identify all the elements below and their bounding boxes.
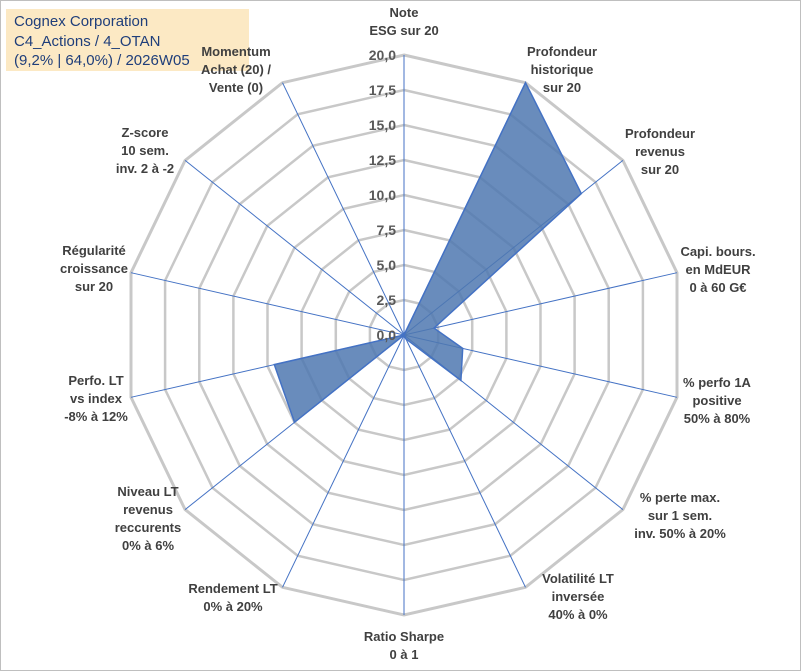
axis-label-1: Profondeur historique sur 20 xyxy=(527,44,597,95)
tick-label-6: 15,0 xyxy=(369,117,396,133)
axis-label-13: Momentum Achat (20) / Vente (0) xyxy=(201,44,271,95)
axis-label-2: Profondeur revenus sur 20 xyxy=(625,126,695,177)
series-layer xyxy=(273,81,583,424)
tick-label-0: 0,0 xyxy=(377,327,397,343)
tick-label-1: 2,5 xyxy=(377,292,397,308)
tick-label-8: 20,0 xyxy=(369,47,396,63)
spoke-11 xyxy=(130,272,405,336)
axis-labels: Note ESG sur 20 Profondeur historique sur 20… xyxy=(60,5,756,662)
axis-label-5: % perte max. sur 1 sem. inv. 50% à 20% xyxy=(634,490,726,541)
spoke-3 xyxy=(403,272,678,336)
axis-label-10: Perfo. LT vs index -8% à 12% xyxy=(64,373,128,424)
title-company: Cognex Corporation xyxy=(14,13,149,30)
chart-title-box: Cognex Corporation C4_Actions / 4_OTAN (… xyxy=(6,9,249,71)
axis-label-7: Ratio Sharpe 0 à 1 xyxy=(364,629,444,662)
series-area-0 xyxy=(273,81,583,424)
axis-label-4: % perfo 1A positive 50% à 80% xyxy=(683,375,752,426)
axis-label-3: Capi. bours. en MdEUR 0 à 60 G€ xyxy=(680,244,755,295)
axis-label-12: Z-score 10 sem. inv. 2 à -2 xyxy=(116,125,174,176)
axis-label-11: Régularité croissance sur 20 xyxy=(60,243,128,294)
tick-label-4: 10,0 xyxy=(369,187,396,203)
spoke-6 xyxy=(403,334,526,588)
spoke-12 xyxy=(184,160,405,336)
title-category: C4_Actions / 4_OTAN xyxy=(14,32,161,50)
spoke-13 xyxy=(282,82,405,336)
tick-label-5: 12,5 xyxy=(369,152,396,168)
title-stats: (9,2% | 64,0%) / 2026W05 xyxy=(14,52,190,69)
tick-label-7: 17,5 xyxy=(369,82,396,98)
axis-label-6: Volatilité LT inversée 40% à 0% xyxy=(542,571,614,622)
spoke-8 xyxy=(282,334,405,588)
axis-label-8: Rendement LT 0% à 20% xyxy=(188,581,277,614)
tick-label-2: 5,0 xyxy=(377,257,397,273)
axis-label-9: Niveau LT revenus reccurents 0% à 6% xyxy=(115,484,181,553)
tick-labels: 0,0 2,5 5,0 7,5 10,0 12,5 15,0 17,5 20,0 xyxy=(369,47,396,343)
axis-label-0: Note ESG sur 20 xyxy=(369,5,438,38)
tick-label-3: 7,5 xyxy=(377,222,397,238)
